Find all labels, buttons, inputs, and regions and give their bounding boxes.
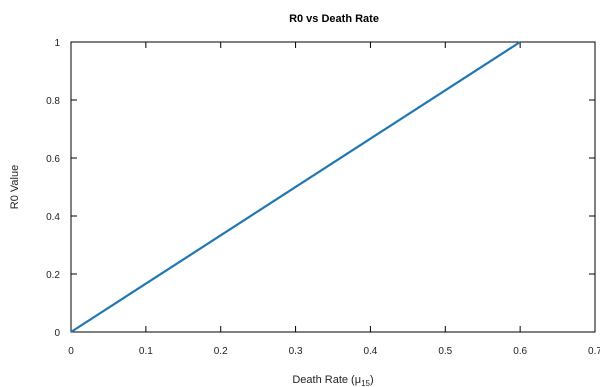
x-tick-label: 0.6	[513, 346, 527, 357]
x-tick-label: 0.3	[289, 346, 303, 357]
y-tick-label: 0.2	[46, 270, 60, 281]
series-line	[70, 41, 521, 333]
x-tick-label: 0.7	[588, 346, 600, 357]
y-tick-labels: 0 0.2 0.4 0.6 0.8 1	[46, 38, 60, 339]
chart-title: R0 vs Death Rate	[289, 13, 379, 25]
x-axis-label-end: )	[370, 374, 374, 386]
x-tick-label: 0.1	[139, 346, 153, 357]
y-tick-label: 0	[54, 328, 60, 339]
x-tick-label: 0.4	[363, 346, 377, 357]
y-tick-label: 0.6	[46, 154, 60, 165]
y-tick-label: 0.8	[46, 96, 60, 107]
x-axis-label-subscript: 15	[361, 379, 370, 387]
y-axis-label: R0 Value	[9, 165, 21, 209]
plot-frame	[70, 41, 596, 333]
x-axis-label-main: Death Rate (μ	[292, 374, 361, 386]
x-tick-label: 0.5	[438, 346, 452, 357]
y-tick-label: 0.4	[46, 212, 60, 223]
plot-area	[70, 41, 596, 333]
series-layer	[70, 41, 521, 333]
x-tick-labels: 0 0.1 0.2 0.3 0.4 0.5 0.6 0.7	[68, 346, 600, 357]
x-axis-label: Death Rate (μ15)	[292, 374, 373, 387]
y-tick-label: 1	[54, 38, 60, 49]
x-tick-label: 0.2	[214, 346, 228, 357]
axis-ticks	[70, 41, 596, 333]
x-tick-label: 0	[68, 346, 74, 357]
